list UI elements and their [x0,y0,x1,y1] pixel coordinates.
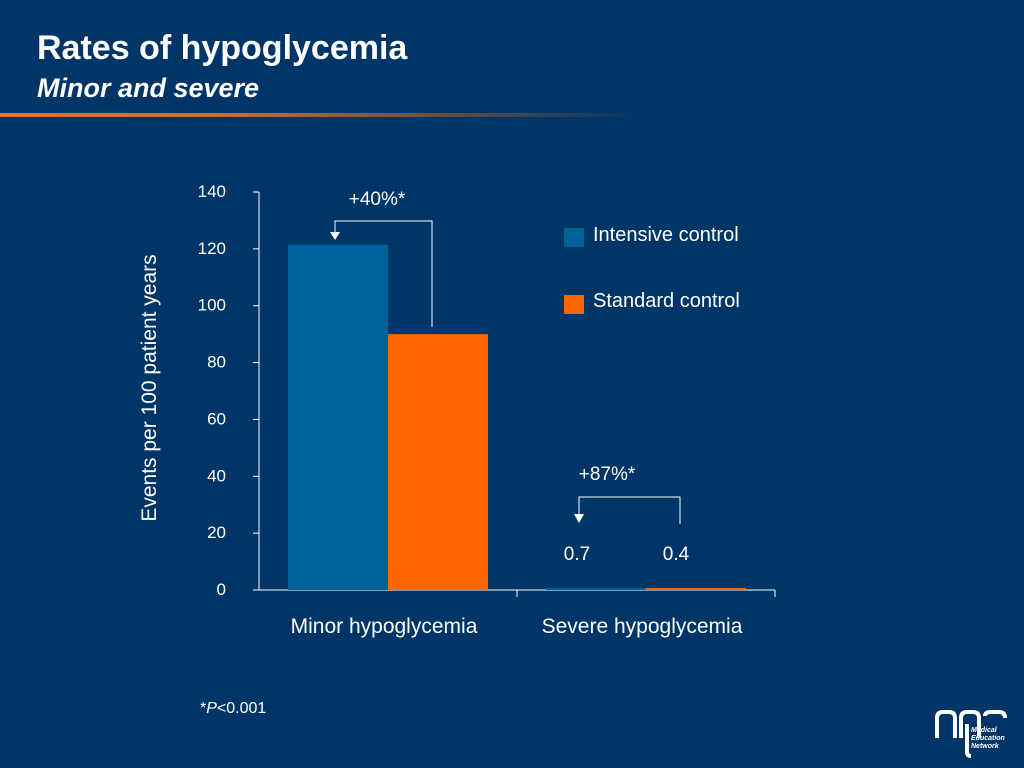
y-tick-label: 120 [198,239,226,258]
arrowhead-minor [330,232,340,240]
bar-intensive-control-minor-hypoglycemia [288,244,388,591]
footnote-star: * [200,700,207,717]
legend-swatch-standard [564,295,584,314]
y-axis-label: Events per 100 patient years [138,254,161,521]
y-tick-label: 60 [207,409,226,428]
legend-swatch-intensive [564,228,584,247]
legend: Intensive control Standard control [564,224,740,314]
slide-subtitle: Minor and severe [37,73,260,103]
y-tick-label: 0 [217,580,226,599]
medical-education-network-logo [935,710,1007,758]
x-category-label: Severe hypoglycemia [542,615,743,638]
x-category-label: Minor hypoglycemia [291,615,478,638]
annotation-severe-increase: +87%* [579,464,636,485]
slide-title: Rates of hypoglycemia [37,29,408,67]
annotation-minor-increase: +40%* [349,189,406,210]
footnote-threshold: <0.001 [216,700,267,717]
logo-line: Network [971,743,999,750]
arrowhead-severe [574,514,584,523]
footnote-p: P [206,700,217,717]
annotation-bracket-minor [334,220,433,327]
value-label-intensive-severe: 0.7 [564,544,590,565]
y-tick-label: 20 [207,523,226,542]
logo-line: Medical [971,727,997,734]
bar-standard-control-severe-hypoglycemia [646,588,746,590]
value-label-standard-severe: 0.4 [663,544,690,565]
legend-label-intensive: Intensive control [593,224,739,246]
annotation-bracket-severe [578,496,681,524]
y-tick-label: 80 [207,353,226,372]
bar-intensive-control-severe-hypoglycemia [546,588,646,590]
logo-line: Education [971,735,1005,742]
y-tick-label: 40 [207,466,226,485]
y-tick-label: 100 [198,296,226,315]
bar-standard-control-minor-hypoglycemia [388,334,488,590]
y-tick-label: 140 [198,182,226,201]
footnote: *P<0.001 [200,700,266,718]
title-divider [0,113,640,117]
logo-text: Medical Education Network [971,727,1005,751]
legend-label-standard: Standard control [593,290,740,312]
